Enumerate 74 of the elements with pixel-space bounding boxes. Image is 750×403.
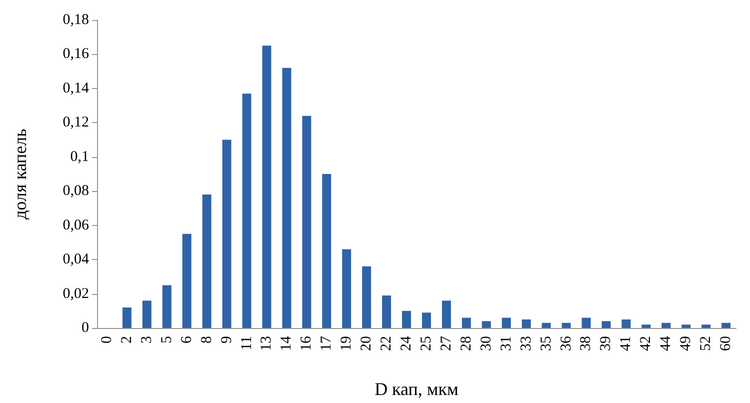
bar [142, 300, 152, 328]
x-tick-label: 9 [218, 336, 235, 344]
x-tick-label: 20 [358, 336, 375, 351]
x-tick-label: 6 [178, 336, 195, 344]
bar [442, 300, 451, 328]
bar [262, 46, 272, 328]
bar [722, 322, 731, 328]
bar [302, 116, 312, 328]
y-tick-label: 0,1 [70, 148, 89, 165]
y-axis-title: доля капель [10, 128, 30, 220]
x-tick-label: 36 [558, 336, 574, 351]
x-tick-label: 24 [398, 336, 415, 351]
bar [462, 318, 471, 328]
x-tick-label: 17 [318, 336, 335, 351]
bar [342, 249, 352, 328]
bar [422, 312, 431, 328]
y-tick-label: 0,14 [62, 80, 90, 96]
x-tick-label: 19 [338, 336, 355, 351]
x-tick-label: 22 [378, 336, 395, 351]
y-tick-label: 0,08 [62, 183, 89, 200]
x-tick-label: 30 [478, 336, 494, 351]
bar [242, 94, 252, 328]
bar [362, 266, 372, 328]
bar [562, 322, 571, 328]
x-tick-label: 14 [278, 336, 295, 351]
bar [542, 322, 551, 328]
bar [402, 310, 412, 328]
y-tick-label: 0,06 [62, 217, 90, 234]
y-tick-label: 0,02 [62, 286, 89, 302]
x-tick-label: 8 [198, 336, 215, 344]
x-tick-label: 35 [538, 336, 554, 351]
y-tick-label: 0,04 [62, 252, 90, 268]
x-tick-label: 5 [158, 336, 175, 344]
bar [702, 324, 711, 328]
x-tick-label: 60 [718, 336, 734, 351]
bar [222, 140, 232, 328]
y-tick-label: 0,12 [62, 114, 89, 131]
x-tick-label: 13 [258, 336, 275, 351]
bar [522, 319, 531, 328]
x-tick-label: 28 [458, 336, 474, 351]
x-tick-label: 3 [138, 336, 155, 344]
bar [622, 319, 631, 328]
bar [322, 174, 332, 328]
x-tick-label: 41 [618, 336, 634, 351]
y-tick-label: 0,18 [62, 12, 89, 28]
bar [682, 324, 691, 328]
bar [582, 318, 591, 328]
x-tick-label: 39 [598, 336, 614, 351]
bar [602, 321, 611, 328]
x-tick-label: 44 [658, 336, 674, 351]
bar [482, 321, 491, 328]
bar [122, 307, 132, 328]
bar [182, 234, 192, 328]
bar [382, 295, 392, 328]
x-tick-label: 38 [578, 336, 594, 351]
bar [642, 324, 651, 328]
bar [202, 194, 212, 328]
x-tick-label: 25 [418, 336, 434, 351]
x-tick-label: 42 [638, 336, 654, 351]
x-tick-label: 0 [98, 336, 115, 344]
bar [282, 68, 292, 328]
x-tick-label: 2 [118, 336, 135, 344]
x-tick-label: 52 [698, 336, 714, 351]
bar [502, 318, 511, 328]
x-tick-label: 49 [678, 336, 694, 351]
bar [162, 285, 172, 328]
x-tick-label: 31 [498, 336, 514, 351]
y-tick-label: 0,16 [62, 46, 90, 62]
x-tick-label: 16 [298, 336, 315, 351]
x-tick-label: 33 [518, 336, 534, 351]
x-tick-label: 11 [238, 336, 255, 350]
x-tick-label: 27 [438, 336, 454, 351]
bar [662, 322, 671, 328]
x-axis-title: D кап, мкм [374, 379, 458, 399]
